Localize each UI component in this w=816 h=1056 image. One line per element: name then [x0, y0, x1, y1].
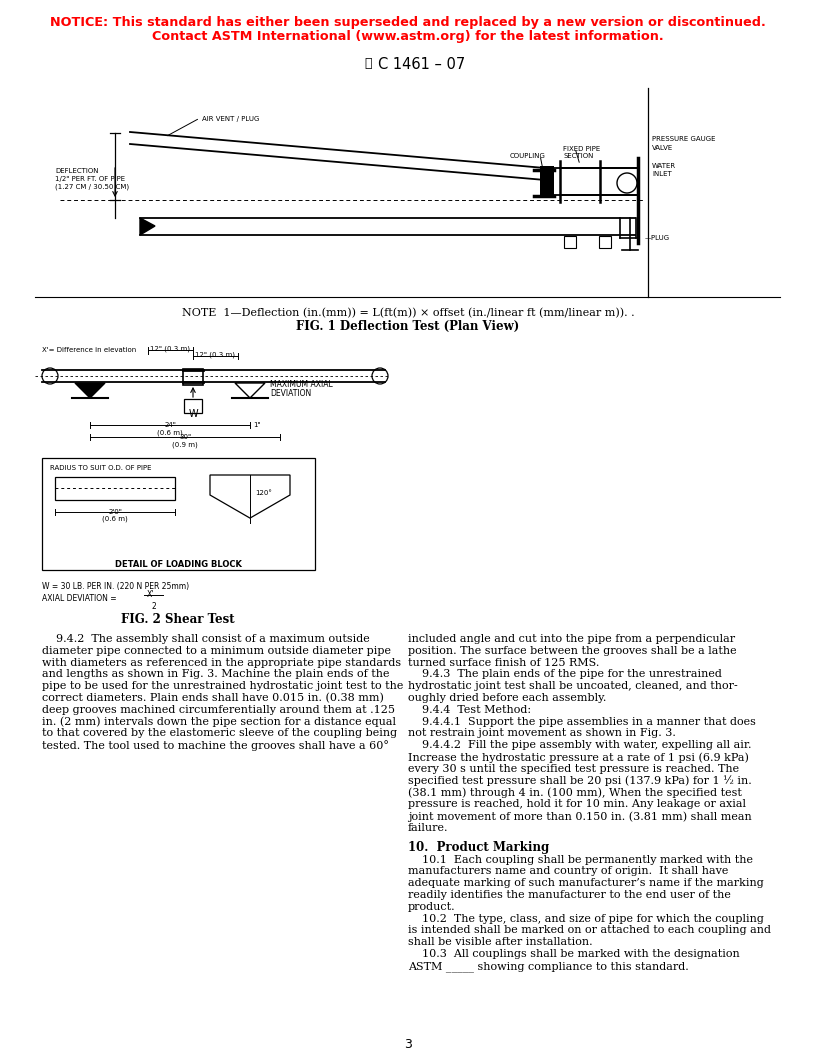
Text: 9.4.4  Test Method:: 9.4.4 Test Method:: [408, 704, 531, 715]
Text: deep grooves machined circumferentially around them at .125: deep grooves machined circumferentially …: [42, 704, 395, 715]
Text: 10.  Product Marking: 10. Product Marking: [408, 841, 549, 853]
Text: not restrain joint movement as shown in Fig. 3.: not restrain joint movement as shown in …: [408, 729, 676, 738]
Text: WATER: WATER: [652, 163, 676, 169]
Text: turned surface finish of 125 RMS.: turned surface finish of 125 RMS.: [408, 658, 600, 667]
Text: W = 30 LB. PER IN. (220 N PER 25mm): W = 30 LB. PER IN. (220 N PER 25mm): [42, 582, 189, 591]
Text: diameter pipe connected to a minimum outside diameter pipe: diameter pipe connected to a minimum out…: [42, 646, 391, 656]
Text: X': X': [147, 590, 154, 599]
Text: failure.: failure.: [408, 823, 449, 833]
Text: FIG. 2 Shear Test: FIG. 2 Shear Test: [122, 612, 235, 626]
Text: C 1461 – 07: C 1461 – 07: [378, 57, 465, 72]
Text: manufacturers name and country of origin.  It shall have: manufacturers name and country of origin…: [408, 866, 729, 876]
Text: AXIAL DEVIATION =: AXIAL DEVIATION =: [42, 593, 119, 603]
Text: SECTION: SECTION: [563, 153, 593, 159]
Text: is intended shall be marked on or attached to each coupling and: is intended shall be marked on or attach…: [408, 925, 771, 936]
Text: pressure is reached, hold it for 10 min. Any leakage or axial: pressure is reached, hold it for 10 min.…: [408, 799, 746, 809]
Polygon shape: [140, 218, 155, 235]
Text: VALVE: VALVE: [652, 145, 673, 151]
Text: (0.6 m): (0.6 m): [157, 429, 183, 435]
Text: correct diameters. Plain ends shall have 0.015 in. (0.38 mm): correct diameters. Plain ends shall have…: [42, 693, 384, 703]
Text: 1/2" PER FT. OF PIPE: 1/2" PER FT. OF PIPE: [55, 176, 125, 182]
Text: AIR VENT / PLUG: AIR VENT / PLUG: [202, 116, 259, 122]
Text: (38.1 mm) through 4 in. (100 mm), When the specified test: (38.1 mm) through 4 in. (100 mm), When t…: [408, 788, 742, 798]
Text: NOTICE: This standard has either been superseded and replaced by a new version o: NOTICE: This standard has either been su…: [50, 16, 766, 29]
Text: PRESSURE GAUGE: PRESSURE GAUGE: [652, 136, 716, 142]
Text: and lengths as shown in Fig. 3. Machine the plain ends of the: and lengths as shown in Fig. 3. Machine …: [42, 670, 389, 679]
Text: FIG. 1 Deflection Test (Plan View): FIG. 1 Deflection Test (Plan View): [296, 320, 520, 333]
Bar: [184, 399, 202, 413]
Text: adequate marking of such manufacturer’s name if the marking: adequate marking of such manufacturer’s …: [408, 879, 764, 888]
Text: —PLUG: —PLUG: [645, 235, 670, 241]
Text: joint movement of more than 0.150 in. (3.81 mm) shall mean: joint movement of more than 0.150 in. (3…: [408, 811, 752, 822]
Bar: [183, 369, 203, 385]
Text: INLET: INLET: [652, 171, 672, 177]
Text: tested. The tool used to machine the grooves shall have a 60°: tested. The tool used to machine the gro…: [42, 740, 389, 751]
Text: 120°: 120°: [255, 490, 272, 496]
Text: 10.1  Each coupling shall be permanently marked with the: 10.1 Each coupling shall be permanently …: [408, 854, 753, 865]
Text: 10.2  The type, class, and size of pipe for which the coupling: 10.2 The type, class, and size of pipe f…: [408, 913, 764, 924]
Text: 9.4.4.1  Support the pipe assemblies in a manner that does: 9.4.4.1 Support the pipe assemblies in a…: [408, 717, 756, 727]
Text: COUPLING: COUPLING: [510, 153, 546, 159]
Text: specified test pressure shall be 20 psi (137.9 kPa) for 1 ½ in.: specified test pressure shall be 20 psi …: [408, 775, 752, 787]
Text: 24": 24": [164, 422, 176, 428]
Bar: [540, 166, 554, 199]
Text: hydrostatic joint test shall be uncoated, cleaned, and thor-: hydrostatic joint test shall be uncoated…: [408, 681, 738, 692]
Text: Increase the hydrostatic pressure at a rate of 1 psi (6.9 kPa): Increase the hydrostatic pressure at a r…: [408, 752, 749, 762]
Text: Contact ASTM International (www.astm.org) for the latest information.: Contact ASTM International (www.astm.org…: [153, 30, 663, 43]
Text: pipe to be used for the unrestrained hydrostatic joint test to the: pipe to be used for the unrestrained hyd…: [42, 681, 403, 692]
Text: MAXIMUM AXIAL: MAXIMUM AXIAL: [270, 380, 333, 389]
Text: DETAIL OF LOADING BLOCK: DETAIL OF LOADING BLOCK: [114, 560, 242, 569]
Bar: [42, 458, 315, 570]
Text: shall be visible after installation.: shall be visible after installation.: [408, 937, 592, 947]
Text: position. The surface between the grooves shall be a lathe: position. The surface between the groove…: [408, 646, 737, 656]
Text: with diameters as referenced in the appropriate pipe standards: with diameters as referenced in the appr…: [42, 658, 401, 667]
Text: 2'0": 2'0": [108, 509, 122, 515]
Text: 10.3  All couplings shall be marked with the designation: 10.3 All couplings shall be marked with …: [408, 949, 740, 959]
Text: 12" (0.3 m): 12" (0.3 m): [150, 346, 190, 353]
Bar: [564, 235, 576, 248]
Text: in. (2 mm) intervals down the pipe section for a distance equal: in. (2 mm) intervals down the pipe secti…: [42, 717, 396, 728]
Text: readily identifies the manufacturer to the end user of the: readily identifies the manufacturer to t…: [408, 890, 731, 900]
Text: 3: 3: [404, 1038, 412, 1051]
Bar: [599, 235, 611, 248]
Text: to that covered by the elastomeric sleeve of the coupling being: to that covered by the elastomeric sleev…: [42, 729, 397, 738]
Text: included angle and cut into the pipe from a perpendicular: included angle and cut into the pipe fro…: [408, 634, 735, 644]
Polygon shape: [75, 383, 105, 398]
Text: (0.9 m): (0.9 m): [172, 441, 197, 448]
Text: FIXED PIPE: FIXED PIPE: [563, 146, 601, 152]
Text: (1.27 CM / 30.50 CM): (1.27 CM / 30.50 CM): [55, 184, 129, 190]
Text: (0.6 m): (0.6 m): [102, 516, 128, 523]
Text: W: W: [188, 409, 197, 419]
Text: oughly dried before each assembly.: oughly dried before each assembly.: [408, 693, 606, 703]
Text: 1": 1": [253, 422, 260, 428]
Text: RADIUS TO SUIT O.D. OF PIPE: RADIUS TO SUIT O.D. OF PIPE: [50, 465, 152, 471]
Text: product.: product.: [408, 902, 455, 911]
Text: 9.4.2  The assembly shall consist of a maximum outside: 9.4.2 The assembly shall consist of a ma…: [42, 634, 370, 644]
Text: 9.4.4.2  Fill the pipe assembly with water, expelling all air.: 9.4.4.2 Fill the pipe assembly with wate…: [408, 740, 752, 750]
Text: NOTE  1—Deflection (in.(mm)) = L(ft(m)) × offset (in./linear ft (mm/linear m)). : NOTE 1—Deflection (in.(mm)) = L(ft(m)) ×…: [182, 308, 634, 318]
Text: every 30 s until the specified test pressure is reached. The: every 30 s until the specified test pres…: [408, 763, 739, 774]
Text: ASTM _____ showing compliance to this standard.: ASTM _____ showing compliance to this st…: [408, 961, 689, 972]
Text: Ⓐ: Ⓐ: [364, 57, 372, 70]
Text: 30": 30": [179, 434, 191, 440]
Text: 9.4.3  The plain ends of the pipe for the unrestrained: 9.4.3 The plain ends of the pipe for the…: [408, 670, 722, 679]
Text: DEFLECTION: DEFLECTION: [55, 168, 99, 174]
Text: 12" (0.3 m): 12" (0.3 m): [195, 352, 235, 358]
Text: 2: 2: [151, 602, 156, 611]
Text: DEVIATION: DEVIATION: [270, 389, 311, 398]
Text: X'= Difference in elevation: X'= Difference in elevation: [42, 347, 136, 353]
Bar: [55, 477, 175, 499]
